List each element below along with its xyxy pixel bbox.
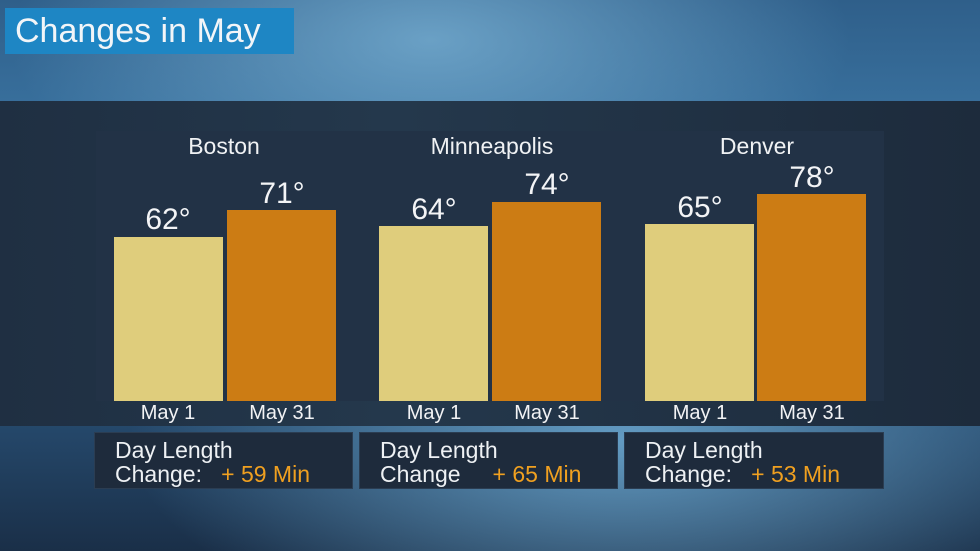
- day-length-value: + 53 Min: [751, 461, 840, 487]
- info-heading: Day Length: [380, 437, 498, 463]
- day-length-box-minneapolis: Day Length Change + 65 Min: [359, 432, 618, 489]
- city-label-minneapolis: Minneapolis: [430, 133, 554, 159]
- change-label: Change: [380, 461, 461, 487]
- bar-minneapolis-may31: [492, 202, 601, 401]
- change-label: Change:: [645, 461, 732, 487]
- bar-denver-may1: [645, 224, 754, 401]
- value-label: 78°: [789, 161, 835, 194]
- page-title: Changes in May: [15, 12, 261, 50]
- day-length-value: + 59 Min: [221, 461, 310, 487]
- value-label: 64°: [411, 193, 457, 226]
- info-heading: Day Length: [115, 437, 233, 463]
- city-label-denver: Denver: [719, 133, 795, 159]
- bar-boston-may1: [114, 237, 223, 401]
- bar-denver-may31: [757, 194, 866, 401]
- bar-boston-may31: [227, 210, 336, 401]
- day-length-value: + 65 Min: [492, 461, 582, 487]
- x-label: May 31: [779, 402, 845, 424]
- x-label: May 1: [140, 402, 196, 424]
- city-label-boston: Boston: [188, 133, 260, 159]
- x-label: May 31: [249, 402, 315, 424]
- x-label: May 1: [406, 402, 462, 424]
- info-heading: Day Length: [645, 437, 763, 463]
- x-label: May 1: [672, 402, 728, 424]
- value-label: 71°: [259, 177, 305, 210]
- x-label: May 31: [514, 402, 580, 424]
- title-banner: Changes in May: [5, 8, 294, 54]
- day-length-box-denver: Day Length Change: + 53 Min: [624, 432, 884, 489]
- value-label: 65°: [677, 191, 723, 224]
- value-label: 62°: [145, 203, 191, 236]
- value-label: 74°: [524, 168, 570, 201]
- change-label: Change:: [115, 461, 202, 487]
- bar-minneapolis-may1: [379, 226, 488, 401]
- day-length-box-boston: Day Length Change: + 59 Min: [94, 432, 353, 489]
